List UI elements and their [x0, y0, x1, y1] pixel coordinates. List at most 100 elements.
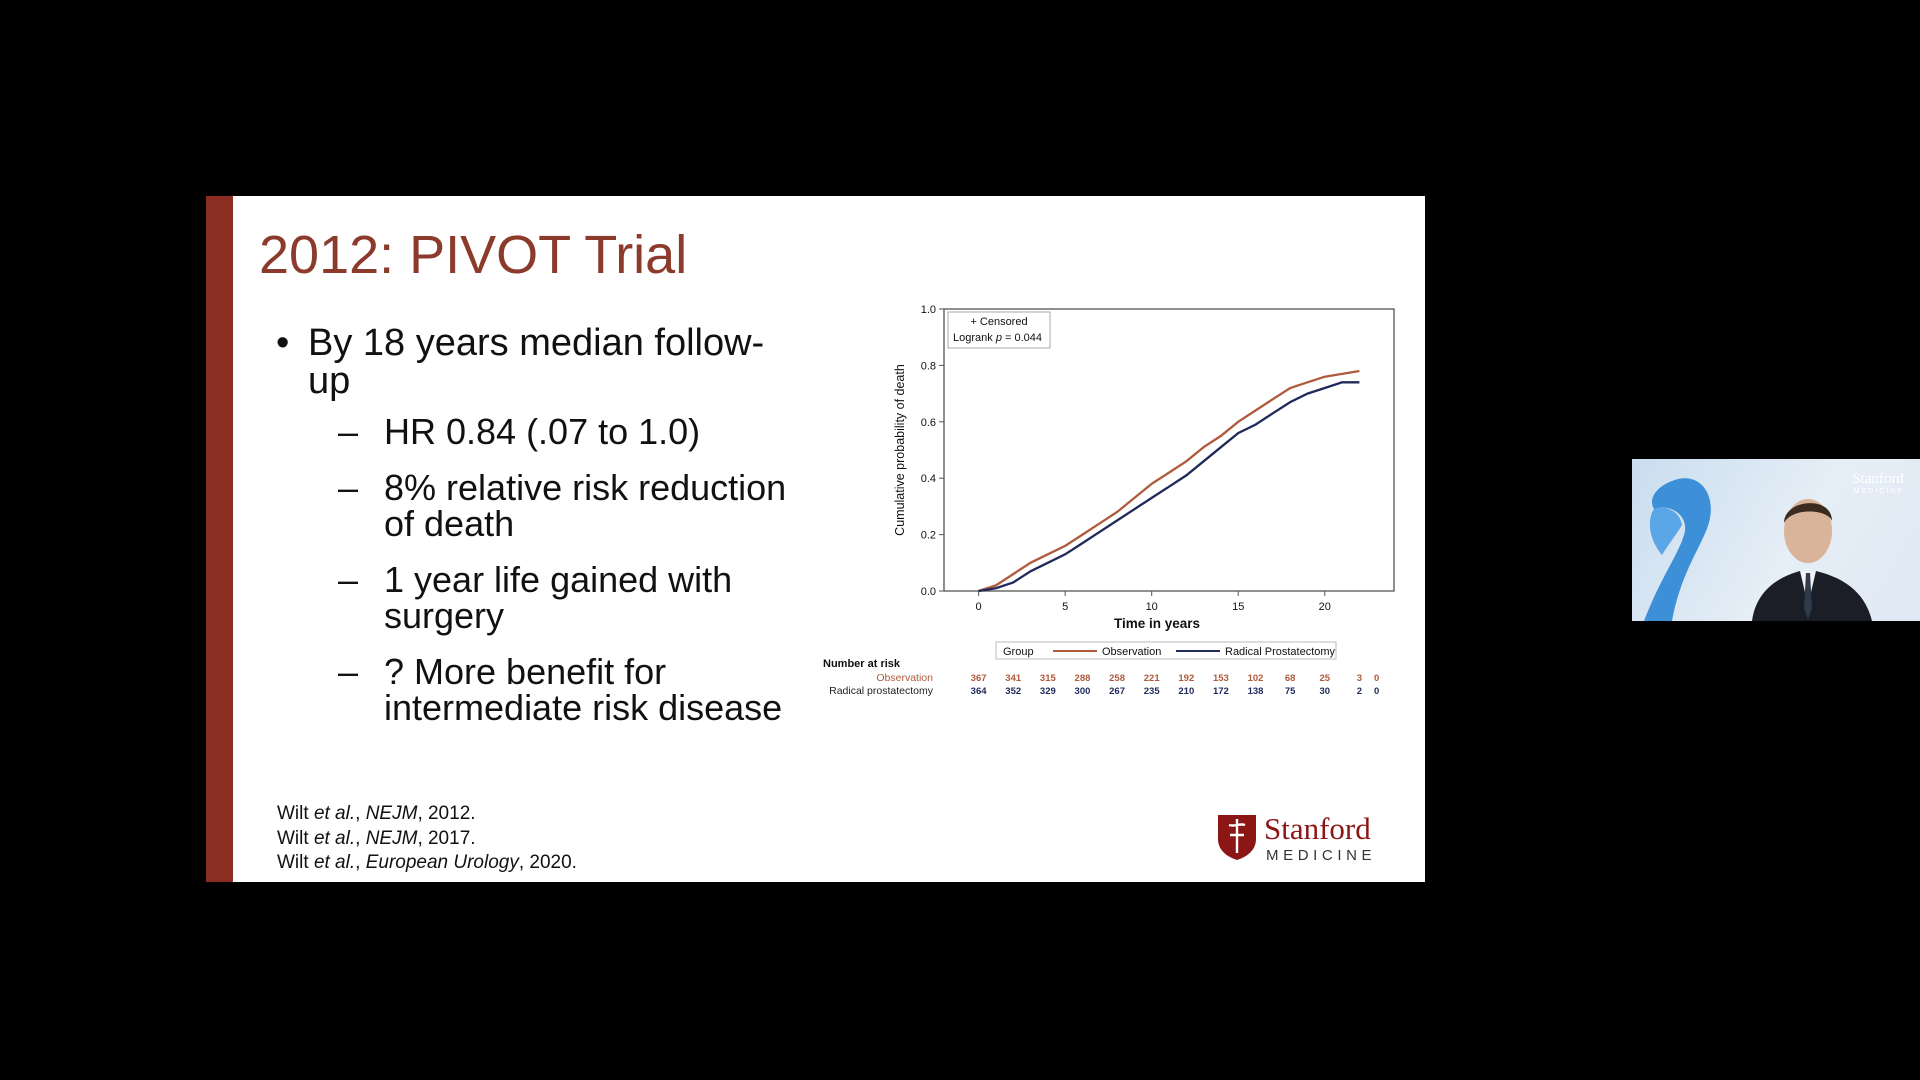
risk-table-cell: 30 [1319, 686, 1330, 697]
citation-etal: et al. [313, 852, 356, 873]
sub-bullet-text: 8% relative risk reduction of death [384, 467, 787, 544]
bullet-item: • By 18 years median follow-up – HR 0.84 … [276, 324, 796, 726]
citation-author: Wilt [277, 803, 314, 824]
person-silhouette [1752, 571, 1872, 621]
sub-bullet-dash: – [338, 651, 359, 692]
awareness-ribbon-icon [1644, 478, 1711, 621]
sub-bullet-item: –1 year life gained with surgery [308, 562, 796, 634]
legend: Group Observation Radical Prostatectomy [995, 641, 1337, 660]
citation-author: Wilt [277, 827, 314, 849]
citation-etal: et al. [313, 827, 356, 849]
webcam-video: Stanford MEDICINE [1632, 459, 1920, 621]
webcam-logo-sub: MEDICINE [1853, 488, 1904, 495]
risk-table-cell: 364 [971, 686, 988, 697]
legend-label-observation: Observation [1102, 646, 1161, 658]
risk-table-cell: 341 [1005, 673, 1022, 684]
citation-journal: NEJM [365, 827, 418, 849]
slide: 2012: PIVOT Trial • By 18 years median f… [206, 196, 1425, 882]
logo-subtitle: MEDICINE [1266, 847, 1377, 864]
risk-table-cell: 138 [1248, 686, 1264, 697]
sub-bullet-text: ? More benefit for intermediate risk dis… [384, 651, 783, 728]
risk-table-cell: 288 [1075, 673, 1091, 684]
sub-bullet-item: –? More benefit for intermediate risk di… [308, 654, 796, 726]
citation-sep: , [355, 803, 366, 824]
slide-title: 2012: PIVOT Trial [259, 225, 688, 285]
logrank-note: Logrank p = 0.044 [953, 332, 1042, 344]
legend-title: Group [1003, 646, 1034, 658]
y-tick-label: 0.8 [921, 360, 936, 372]
citation: Wilt et al., NEJM, 2017. [277, 827, 577, 852]
x-tick-label: 0 [976, 601, 982, 613]
y-tick-label: 0.2 [921, 530, 936, 542]
citation: Wilt et al., NEJM, 2012. [277, 802, 577, 827]
logo-wordmark: Stanford [1264, 811, 1371, 846]
citation-journal: NEJM [365, 803, 418, 824]
citations: Wilt et al., NEJM, 2012. Wilt et al., NE… [277, 802, 577, 876]
sub-bullet-item: –8% relative risk reduction of death [308, 470, 796, 542]
stanford-shield-icon [1218, 815, 1256, 860]
y-tick-label: 0.4 [921, 473, 936, 485]
citation-author: Wilt [277, 852, 314, 873]
risk-row-label-radical-prostatectomy: Radical prostatectomy [829, 685, 934, 697]
risk-table-cell: 2 [1357, 686, 1362, 697]
risk-table-cell: 25 [1319, 673, 1330, 684]
x-tick-label: 15 [1232, 601, 1244, 613]
risk-table-title: Number at risk [823, 658, 901, 670]
sub-bullet-dash: – [338, 467, 359, 508]
risk-table-cell: 102 [1248, 673, 1264, 684]
risk-table-cell: 221 [1144, 673, 1161, 684]
km-chart: 0.00.20.40.60.81.0 0 5 10 15 20 Cumulative p… [823, 304, 1395, 697]
citation-year: , 2017. [417, 827, 476, 849]
risk-table-cell: 172 [1213, 686, 1229, 697]
webcam-logo: Stanford MEDICINE [1852, 471, 1904, 495]
censor-annotation: + Censored Logrank p = 0.044 [947, 311, 1051, 349]
risk-table-cell: 352 [1005, 686, 1021, 697]
risk-table-cell: 367 [971, 673, 987, 684]
person-head [1784, 499, 1832, 563]
y-tick-label: 1.0 [921, 304, 936, 316]
risk-table-cell: 258 [1109, 673, 1125, 684]
x-axis-label: Time in years [1114, 616, 1200, 631]
bullet-symbol: • [276, 322, 290, 364]
citation-journal: European Urology [365, 852, 519, 873]
citation-year: , 2020. [518, 852, 577, 873]
risk-table-cell: 75 [1285, 686, 1296, 697]
bullet-text: By 18 years median follow-up [308, 322, 765, 402]
risk-table-cell: 153 [1213, 673, 1229, 684]
y-axis: 0.0 0.2 0.4 0.6 0.8 1.0 [921, 304, 944, 598]
citation-etal: et al. [313, 803, 356, 824]
sub-bullet-item: – HR 0.84 (.07 to 1.0) [308, 414, 796, 450]
y-tick-label: 0.6 [921, 417, 936, 429]
webcam-scene [1644, 478, 1872, 621]
sub-bullet-text: 1 year life gained with surgery [384, 559, 733, 636]
risk-table-cell: 0 [1374, 686, 1379, 697]
sub-bullet-text: HR 0.84 (.07 to 1.0) [384, 411, 701, 452]
y-tick-label: 0.0 [921, 586, 936, 598]
risk-table-cell: 235 [1144, 686, 1161, 697]
legend-label-radical-prostatectomy: Radical Prostatectomy [1225, 646, 1336, 658]
risk-table-cell: 0 [1374, 673, 1379, 684]
risk-table-cell: 329 [1040, 686, 1056, 697]
risk-table-cell: 315 [1040, 673, 1057, 684]
sub-bullet-dash: – [338, 411, 359, 452]
x-tick-label: 5 [1062, 601, 1068, 613]
sub-bullet-list: – HR 0.84 (.07 to 1.0) –8% relative risk … [308, 414, 796, 726]
x-tick-label: 20 [1319, 601, 1331, 613]
webcam-logo-word: Stanford [1852, 471, 1904, 487]
risk-table-cell: 210 [1178, 686, 1194, 697]
stanford-medicine-logo: Stanford MEDICINE [1216, 811, 1396, 864]
risk-table-cell: 192 [1178, 673, 1194, 684]
risk-table-cell: 3 [1357, 673, 1362, 684]
citation-year: , 2012. [417, 803, 476, 824]
series-line-observation [978, 369, 1360, 593]
series-line-radical-prostatectomy [978, 381, 1360, 593]
slide-accent-bar [206, 196, 233, 882]
y-axis-label: Cumulative probability of death [893, 364, 907, 536]
x-axis: 0 5 10 15 20 [976, 591, 1331, 613]
citation: Wilt et al., European Urology, 2020. [277, 851, 577, 876]
plot-frame [943, 308, 1395, 592]
x-tick-label: 10 [1146, 601, 1158, 613]
risk-table-cell: 300 [1075, 686, 1091, 697]
risk-table-cell: 267 [1109, 686, 1125, 697]
